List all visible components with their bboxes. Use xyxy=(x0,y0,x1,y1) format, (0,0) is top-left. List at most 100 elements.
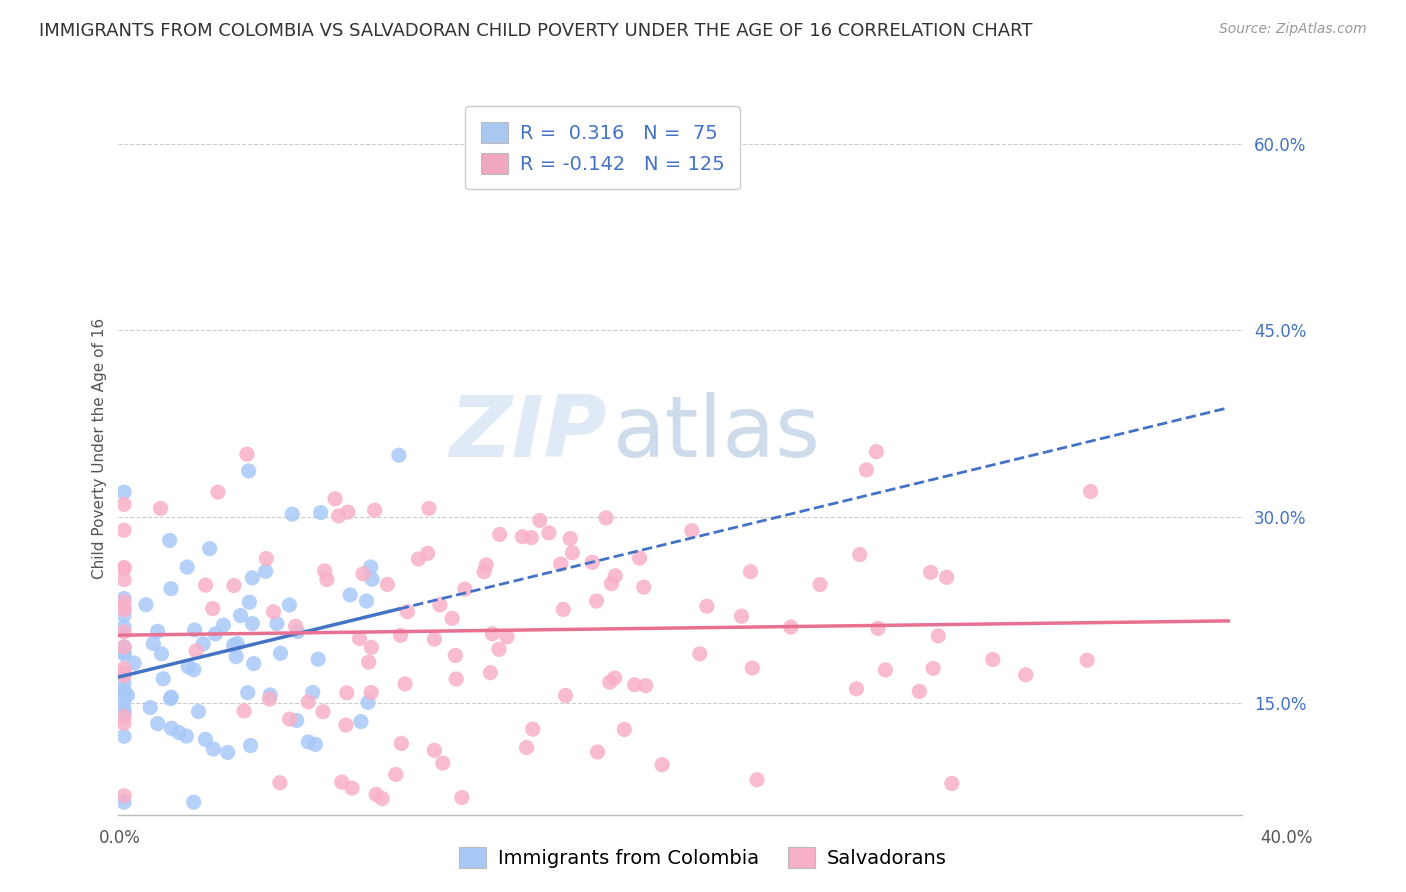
Point xyxy=(159,533,181,548)
Point xyxy=(558,532,581,546)
Point xyxy=(634,679,657,693)
Point xyxy=(222,578,245,592)
Point xyxy=(550,557,572,571)
Point xyxy=(779,620,801,634)
Point xyxy=(349,632,371,646)
Point xyxy=(444,672,467,686)
Point xyxy=(240,571,263,585)
Point xyxy=(394,677,416,691)
Point xyxy=(516,740,538,755)
Point xyxy=(222,638,245,652)
Point xyxy=(808,577,831,591)
Point xyxy=(689,647,711,661)
Point xyxy=(340,781,363,796)
Point xyxy=(194,732,217,747)
Point xyxy=(240,616,263,631)
Point xyxy=(520,531,543,545)
Point xyxy=(553,602,575,616)
Point xyxy=(488,527,510,541)
Y-axis label: Child Poverty Under the Age of 16: Child Poverty Under the Age of 16 xyxy=(93,318,107,579)
Point xyxy=(339,588,361,602)
Legend: Immigrants from Colombia, Salvadorans: Immigrants from Colombia, Salvadorans xyxy=(450,838,956,878)
Point xyxy=(408,552,430,566)
Point xyxy=(112,647,135,661)
Point xyxy=(139,700,162,714)
Point xyxy=(184,644,207,658)
Point xyxy=(848,548,870,562)
Point xyxy=(1076,653,1098,667)
Point xyxy=(176,560,198,574)
Point xyxy=(745,772,768,787)
Point xyxy=(356,594,378,608)
Point xyxy=(212,618,235,632)
Point xyxy=(350,714,373,729)
Point xyxy=(1080,484,1102,499)
Point xyxy=(202,742,225,756)
Text: atlas: atlas xyxy=(613,392,821,475)
Point xyxy=(633,580,655,594)
Point xyxy=(112,668,135,682)
Point xyxy=(297,695,319,709)
Point xyxy=(388,448,411,462)
Point xyxy=(740,565,762,579)
Point xyxy=(328,508,350,523)
Point xyxy=(297,735,319,749)
Point xyxy=(730,609,752,624)
Point xyxy=(239,739,262,753)
Point xyxy=(681,524,703,538)
Point xyxy=(603,671,626,685)
Point xyxy=(284,619,307,633)
Point xyxy=(112,560,135,574)
Text: IMMIGRANTS FROM COLOMBIA VS SALVADORAN CHILD POVERTY UNDER THE AGE OF 16 CORRELA: IMMIGRANTS FROM COLOMBIA VS SALVADORAN C… xyxy=(39,22,1033,40)
Point xyxy=(920,566,942,580)
Point xyxy=(112,624,135,639)
Point xyxy=(183,623,205,637)
Point xyxy=(112,795,135,809)
Point xyxy=(112,729,135,743)
Point xyxy=(176,729,198,743)
Point xyxy=(217,746,239,760)
Text: ZIP: ZIP xyxy=(450,392,607,475)
Point xyxy=(330,775,353,789)
Point xyxy=(423,632,446,646)
Point xyxy=(845,681,868,696)
Point xyxy=(908,684,931,698)
Point xyxy=(855,463,877,477)
Point xyxy=(481,626,503,640)
Point xyxy=(238,464,260,478)
Point xyxy=(229,608,252,623)
Point xyxy=(207,485,229,500)
Point xyxy=(360,560,382,574)
Point xyxy=(112,603,135,617)
Point xyxy=(146,624,169,639)
Point xyxy=(287,624,309,639)
Point xyxy=(198,541,221,556)
Point xyxy=(554,689,576,703)
Point xyxy=(613,723,636,737)
Point xyxy=(112,685,135,699)
Point xyxy=(360,640,382,655)
Point xyxy=(112,701,135,715)
Point xyxy=(941,776,963,790)
Point xyxy=(236,447,259,461)
Point xyxy=(360,685,382,699)
Point xyxy=(304,738,326,752)
Point xyxy=(112,676,135,690)
Text: 0.0%: 0.0% xyxy=(98,829,141,847)
Point xyxy=(396,605,419,619)
Point xyxy=(146,716,169,731)
Point xyxy=(112,573,135,587)
Point xyxy=(112,789,135,803)
Point xyxy=(922,661,945,675)
Point xyxy=(269,646,291,660)
Point xyxy=(112,561,135,575)
Point xyxy=(160,690,183,705)
Point xyxy=(112,591,135,606)
Point xyxy=(160,582,183,596)
Point xyxy=(236,686,259,700)
Point xyxy=(599,675,621,690)
Point xyxy=(479,665,502,680)
Point xyxy=(112,666,135,681)
Point xyxy=(522,722,544,736)
Point xyxy=(935,570,957,584)
